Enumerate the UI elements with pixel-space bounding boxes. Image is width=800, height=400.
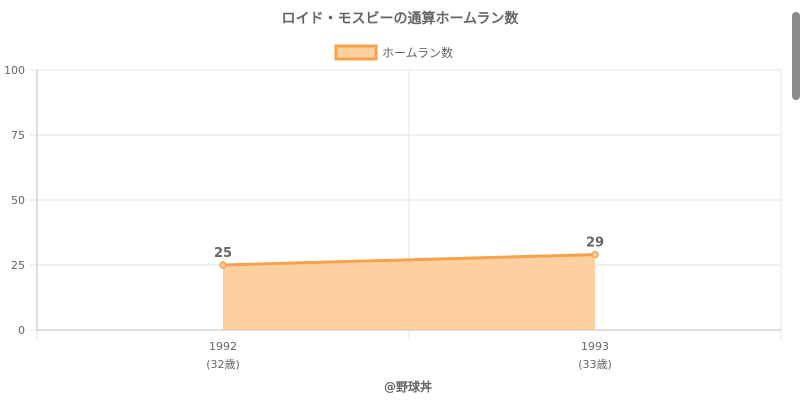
- series-area: [223, 254, 595, 330]
- data-point: [219, 261, 227, 269]
- y-axis: 0 25 50 75 100: [4, 64, 38, 337]
- data-label: 25: [214, 246, 232, 261]
- y-tick-label: 0: [18, 324, 25, 337]
- x-tick-sublabel: (32歳): [206, 358, 240, 371]
- data-point: [591, 250, 599, 259]
- legend-swatch[interactable]: [334, 44, 378, 61]
- data-label: 29: [586, 236, 604, 251]
- y-tick-label: 50: [11, 194, 25, 207]
- x-tick-label: 1993: [581, 340, 609, 353]
- chart-title: ロイド・モスビーの通算ホームラン数: [282, 10, 520, 27]
- credit: @野球丼: [384, 379, 432, 394]
- scrollbar[interactable]: [792, 12, 800, 100]
- y-tick-label: 25: [11, 259, 25, 272]
- y-tick-label: 75: [11, 129, 25, 142]
- x-tick-label: 1992: [209, 340, 237, 353]
- legend-label[interactable]: ホームラン数: [382, 45, 453, 60]
- series-line: [222, 253, 596, 267]
- series: 25 29: [214, 236, 604, 330]
- x-tick-sublabel: (33歳): [578, 358, 612, 371]
- y-tick-label: 100: [4, 64, 25, 77]
